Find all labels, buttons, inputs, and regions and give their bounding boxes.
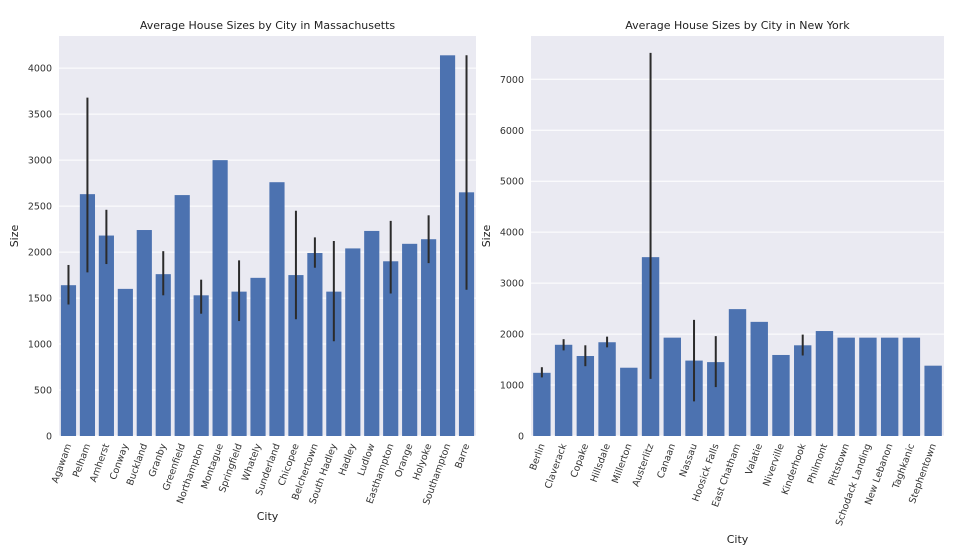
bar-sunderland: [269, 182, 285, 436]
y-tick-label: 3500: [28, 110, 52, 121]
y-tick-label: 1000: [500, 381, 524, 392]
x-tick-label: Barre: [453, 442, 472, 470]
bar-philmont: [815, 331, 834, 436]
x-tick-label: Claverack: [543, 442, 570, 490]
x-tick-label: Hillsdale: [589, 442, 613, 484]
x-tick-label: Pittstown: [827, 442, 852, 487]
bar-springfield: [231, 291, 247, 436]
bar-berlin: [533, 372, 551, 436]
x-tick-label: Berlin: [528, 442, 548, 472]
bar-hoosick-falls: [707, 362, 725, 436]
bar-new-lebanon: [880, 337, 899, 436]
bar-southampton: [439, 55, 456, 437]
bar-greenfield: [174, 195, 190, 436]
x-axis-label: City: [727, 533, 749, 546]
x-tick-label: Canaan: [655, 442, 678, 480]
bar-pelham: [79, 194, 96, 436]
bar-canaan: [663, 337, 681, 436]
x-tick-label: Copake: [569, 442, 591, 479]
bar-agawam: [60, 285, 77, 436]
x-tick-label: Philmont: [806, 442, 831, 485]
y-axis-label: Size: [8, 224, 21, 247]
x-axis-label: City: [257, 510, 279, 523]
bar-buckland: [136, 230, 152, 436]
bar-pittstown: [837, 337, 855, 436]
y-tick-label: 500: [34, 386, 52, 397]
bar-ludlow: [364, 230, 380, 436]
x-tick-label: Agawam: [50, 442, 74, 484]
y-tick-label: 5000: [500, 177, 524, 188]
bar-barre: [458, 192, 475, 436]
bar-whately: [250, 277, 266, 436]
y-tick-label: 2000: [500, 330, 524, 341]
bar-montague: [212, 160, 228, 436]
bar-south-hadley: [326, 291, 342, 436]
x-tick-label: Valatie: [744, 442, 765, 476]
bar-amherst: [98, 235, 114, 436]
y-tick-label: 4000: [500, 228, 524, 239]
bar-copake: [576, 356, 595, 436]
x-tick-label: Millerton: [610, 442, 635, 485]
bar-conway: [117, 288, 133, 436]
bar-holyoke: [421, 239, 437, 436]
bar-easthampton: [383, 261, 399, 436]
x-tick-label: Austerlitz: [631, 442, 657, 488]
bar-chicopee: [288, 275, 304, 436]
y-tick-label: 0: [518, 432, 524, 443]
bar-millerton: [620, 367, 638, 436]
y-tick-label: 1000: [28, 340, 52, 351]
x-tick-label: Niverville: [761, 442, 787, 488]
bar-claverack: [554, 344, 573, 436]
bar-granby: [155, 274, 171, 436]
y-tick-label: 6000: [500, 126, 524, 137]
y-tick-label: 0: [46, 432, 52, 443]
bar-belchertown: [307, 253, 323, 436]
x-tick-label: Nassau: [678, 442, 700, 478]
y-axis-label: Size: [480, 224, 493, 247]
bar-orange: [402, 243, 418, 436]
y-tick-label: 4000: [28, 64, 52, 75]
chart-title: Average House Sizes by City in New York: [625, 19, 850, 32]
bar-valatie: [750, 321, 768, 436]
y-tick-label: 1500: [28, 294, 52, 305]
bar-schodack-landing: [859, 337, 877, 436]
bar-stephentown: [924, 365, 942, 436]
chart-title: Average House Sizes by City in Massachus…: [140, 19, 396, 32]
y-tick-label: 3000: [28, 156, 52, 167]
bar-taghkanic: [902, 337, 921, 436]
bar-hadley: [345, 248, 361, 436]
bar-niverville: [772, 354, 790, 436]
y-tick-label: 7000: [500, 75, 524, 86]
bar-hillsdale: [598, 342, 616, 436]
y-tick-label: 3000: [500, 279, 524, 290]
bar-kinderhook: [794, 345, 812, 436]
y-tick-label: 2000: [28, 248, 52, 259]
bar-northampton: [193, 295, 209, 436]
bar-east-chatham: [728, 309, 747, 436]
y-tick-label: 2500: [28, 202, 52, 213]
